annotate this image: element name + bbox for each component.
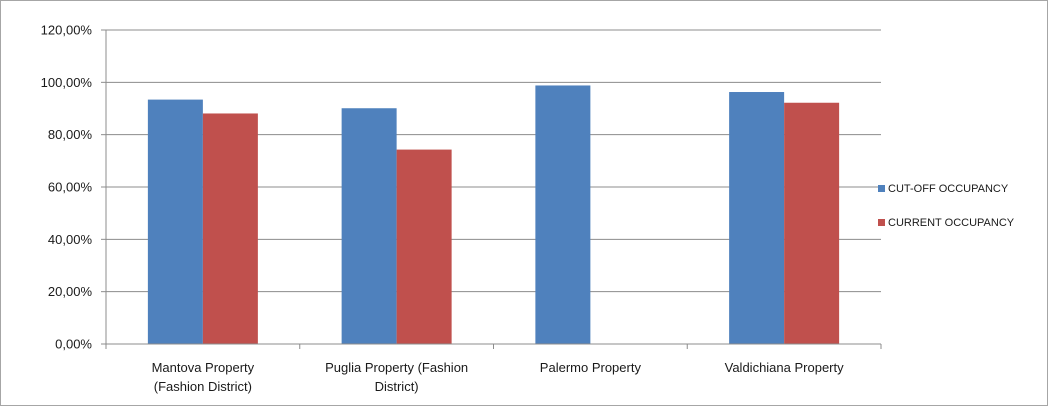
bars	[147, 85, 840, 345]
y-tick-labels: 0,00% 20,00% 40,00% 60,00% 80,00% 100,00% 120,…	[41, 23, 93, 352]
bar	[535, 85, 591, 345]
x-category-label: (Fashion District)	[154, 379, 252, 394]
y-tick-label: 120,00%	[41, 23, 93, 38]
x-category-label: Valdichiana Property	[725, 360, 844, 375]
bar	[784, 102, 840, 344]
y-tick-label: 100,00%	[41, 75, 93, 90]
y-tick-label: 60,00%	[48, 180, 93, 195]
legend-label: CURRENT OCCUPANCY	[888, 217, 1015, 229]
x-category-label: Palermo Property	[540, 360, 642, 375]
bar	[147, 99, 203, 344]
x-category-label: District)	[375, 379, 419, 394]
legend-swatch	[878, 185, 885, 192]
bar	[396, 149, 452, 344]
legend-label: CUT-OFF OCCUPANCY	[888, 183, 1009, 195]
axes	[101, 29, 882, 349]
bar	[341, 108, 397, 344]
x-category-labels: Mantova Property (Fashion District) Puglia…	[152, 360, 845, 394]
y-tick-label: 40,00%	[48, 232, 93, 247]
bar	[202, 113, 258, 344]
x-category-label: Mantova Property	[152, 360, 255, 375]
y-tick-label: 0,00%	[55, 337, 92, 352]
x-category-label: Puglia Property (Fashion	[325, 360, 468, 375]
legend-swatch	[878, 219, 885, 226]
y-tick-label: 20,00%	[48, 284, 93, 299]
y-tick-label: 80,00%	[48, 127, 93, 142]
bar	[729, 92, 785, 344]
legend: CUT-OFF OCCUPANCY CURRENT OCCUPANCY	[878, 183, 1015, 229]
